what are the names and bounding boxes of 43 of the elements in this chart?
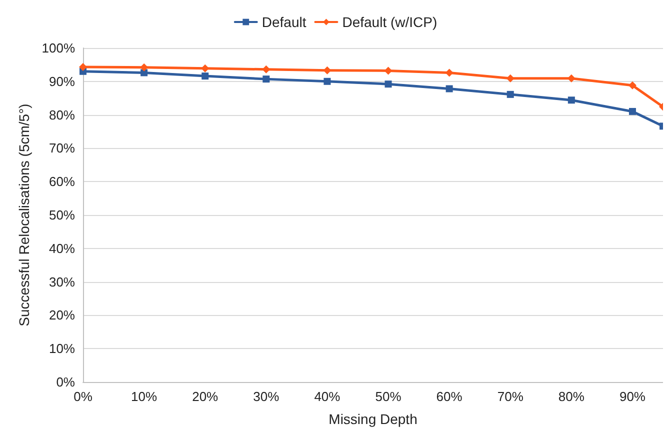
point	[140, 63, 148, 72]
point	[567, 74, 576, 82]
point	[262, 65, 270, 74]
y-tick-label: 0%	[56, 374, 76, 390]
y-tick-label: 80%	[48, 107, 76, 122]
x-tick-label: 10%	[131, 389, 158, 404]
point	[445, 68, 454, 77]
x-tick-label: 50%	[375, 389, 402, 404]
x-tick-label: 80%	[558, 389, 585, 404]
point	[568, 96, 575, 104]
x-tick-label: 20%	[192, 389, 219, 404]
y-axis-title: Successful Relocalisations (5cm/5°)	[16, 104, 32, 326]
x-tick-label: 40%	[314, 389, 341, 404]
point	[506, 90, 514, 98]
y-tick-label: 100%	[42, 40, 76, 56]
x-axis-title: Missing Depth	[328, 411, 418, 427]
point	[628, 81, 636, 90]
y-tick-label: 20%	[48, 308, 76, 323]
y-tick-label: 10%	[48, 341, 76, 356]
x-tick-label: 70%	[497, 389, 524, 404]
point	[202, 72, 209, 80]
y-tick-label: 30%	[48, 274, 76, 290]
point	[628, 108, 636, 115]
x-tick-label: 30%	[253, 389, 280, 404]
y-tick-label: 40%	[48, 240, 76, 256]
x-tick-label: 0%	[74, 389, 93, 404]
point	[384, 80, 392, 88]
point	[446, 85, 453, 92]
point	[323, 66, 332, 74]
legend-label: Default (w/ICP)	[342, 14, 438, 30]
point	[506, 74, 514, 82]
point	[384, 66, 392, 75]
point	[79, 63, 87, 72]
point	[324, 78, 331, 85]
point	[262, 76, 270, 83]
y-tick-label: 90%	[48, 74, 76, 89]
legend-label: Default	[262, 14, 306, 30]
y-tick-label: 70%	[48, 140, 76, 156]
x-tick-label: 60%	[436, 389, 463, 404]
point	[201, 64, 210, 72]
y-tick-label: 60%	[48, 174, 76, 190]
y-tick-label: 50%	[48, 208, 76, 222]
x-tick-label: 90%	[619, 389, 646, 404]
